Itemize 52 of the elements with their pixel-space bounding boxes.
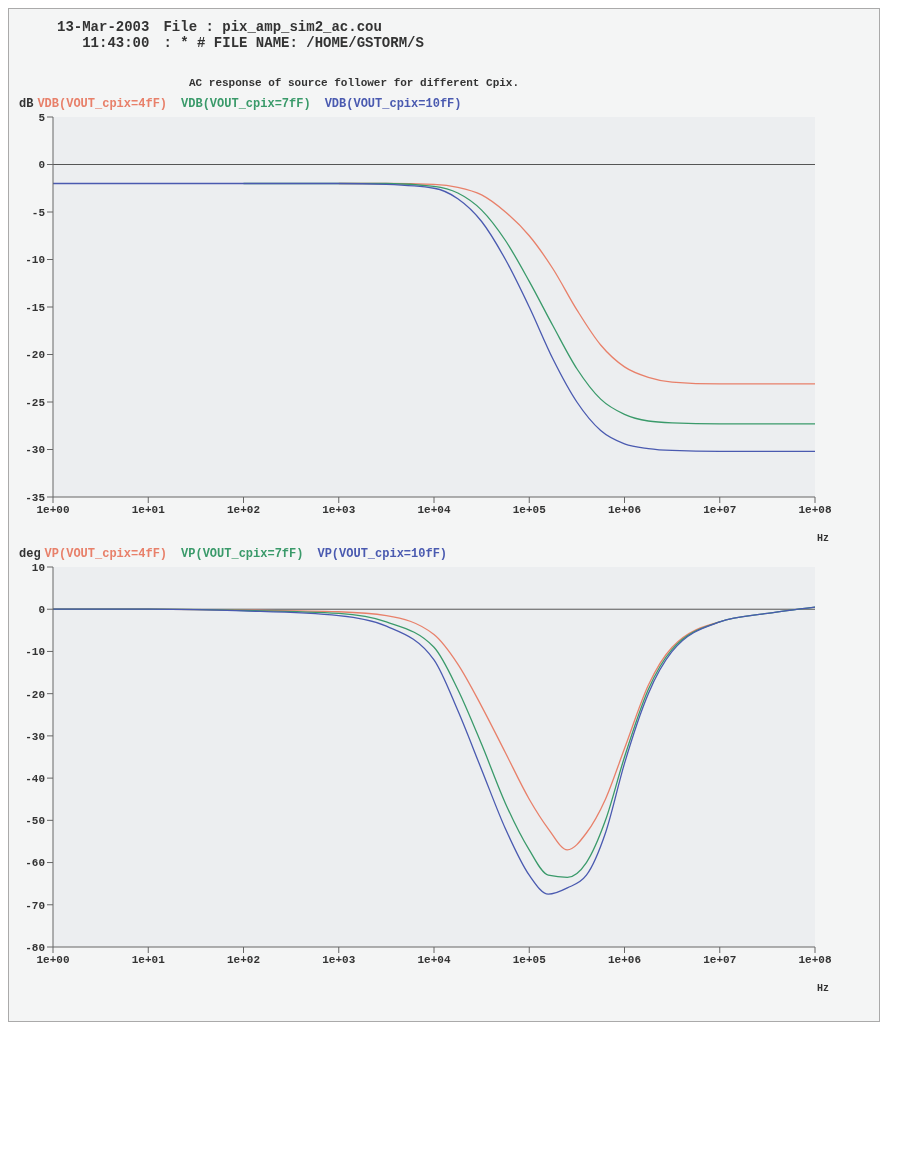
x-tick-label: 1e+07	[703, 503, 737, 516]
x-tick-label: 1e+05	[512, 503, 547, 516]
text: VP(VOUT_cpix=10fF)	[317, 547, 448, 561]
x-tick-label: 1e+05	[512, 953, 547, 966]
y-tick-label: -40	[25, 773, 45, 786]
y-tick-label: -50	[25, 815, 45, 828]
x-tick-label: 1e+08	[798, 503, 832, 516]
y-axis-title: deg	[19, 547, 41, 561]
y-tick-label: -30	[25, 730, 45, 743]
y-tick-label: -30	[25, 444, 45, 457]
x-tick-label: 1e+07	[703, 953, 737, 966]
y-tick-label: -25	[25, 396, 46, 409]
y-tick-label: -80	[25, 941, 45, 954]
x-tick-label: 1e+04	[417, 503, 451, 516]
x-axis-title: Hz	[816, 533, 829, 544]
text: VP(VOUT_cpix=4fF)	[44, 547, 168, 561]
y-tick-label: -20	[25, 688, 45, 701]
x-tick-label: 1e+01	[131, 953, 166, 966]
y-tick-label: -70	[25, 899, 45, 912]
x-tick-label: 1e+04	[417, 953, 451, 966]
text: File : pix_amp_sim2_ac.cou	[163, 19, 383, 35]
x-tick-label: 1e+06	[607, 953, 642, 966]
chart-title: AC response of source follower for different Cpix.	[188, 76, 521, 91]
y-tick-label: -10	[25, 646, 45, 659]
y-tick-label: -5	[31, 206, 46, 219]
text: VP(VOUT_cpix=7fF)	[181, 547, 304, 561]
y-tick-label: 0	[38, 159, 45, 172]
x-axis-title: Hz	[816, 983, 829, 994]
text: VDB(VOUT_cpix=10fF)	[324, 97, 462, 111]
y-tick-label: -20	[25, 349, 45, 362]
y-tick-label: -15	[25, 301, 46, 314]
y-tick-label: 5	[38, 111, 46, 124]
x-tick-label: 1e+02	[226, 953, 261, 966]
y-tick-label: -60	[25, 857, 45, 870]
y-axis-title: dB	[19, 97, 34, 111]
text: : * # FILE NAME: /HOME/GSTORM/S	[163, 35, 424, 51]
text: VDB(VOUT_cpix=4fF)	[37, 97, 168, 111]
text: 11:43:00	[81, 35, 150, 51]
x-tick-label: 1e+02	[226, 503, 261, 516]
text: 13-Mar-2003	[57, 19, 150, 35]
x-tick-label: 1e+00	[36, 503, 70, 516]
x-tick-label: 1e+01	[131, 503, 166, 516]
x-tick-label: 1e+06	[607, 503, 642, 516]
y-tick-label: 0	[38, 604, 45, 617]
x-tick-label: 1e+03	[322, 953, 356, 966]
text: VDB(VOUT_cpix=7fF)	[181, 97, 311, 111]
x-tick-label: 1e+08	[798, 953, 832, 966]
x-tick-label: 1e+03	[322, 503, 356, 516]
x-tick-label: 1e+00	[36, 953, 70, 966]
y-tick-label: -35	[25, 491, 46, 504]
y-tick-label: -10	[25, 254, 45, 267]
y-tick-label: 10	[31, 561, 45, 574]
